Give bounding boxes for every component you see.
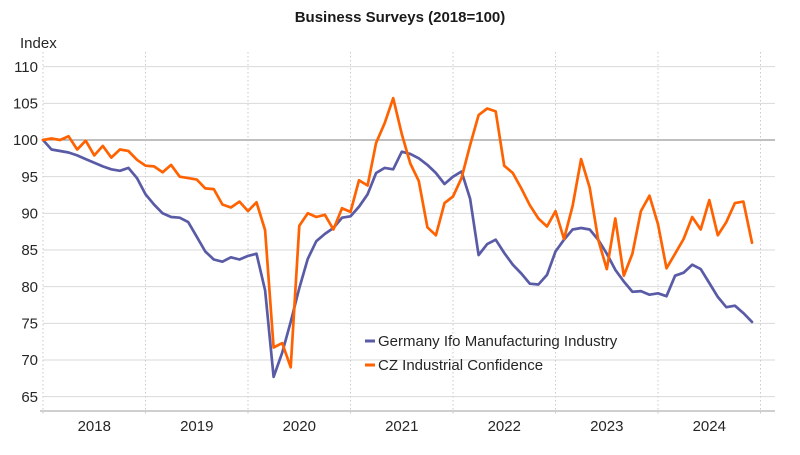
y-tick-label: 95 bbox=[21, 169, 38, 186]
x-tick-label: 2021 bbox=[385, 418, 418, 435]
series-lines bbox=[41, 96, 754, 379]
y-tick-label: 110 bbox=[14, 59, 38, 76]
series-line-germany-ifo bbox=[41, 138, 754, 379]
y-tick-label: 105 bbox=[13, 96, 38, 113]
y-tick-label: 70 bbox=[21, 352, 38, 369]
legend-item-cz: CZ Industrial Confidence bbox=[365, 357, 543, 374]
x-tick-label: 2019 bbox=[180, 418, 213, 435]
y-tick-labels: 110 105 100 95 90 85 80 75 70 65 bbox=[13, 59, 38, 406]
y-tick-label: 90 bbox=[21, 206, 38, 223]
chart-title: Business Surveys (2018=100) bbox=[295, 9, 506, 26]
legend-item-germany: Germany Ifo Manufacturing Industry bbox=[365, 333, 618, 350]
legend-label-cz: CZ Industrial Confidence bbox=[378, 357, 543, 374]
y-tick-label: 65 bbox=[21, 389, 38, 406]
x-tick-label: 2018 bbox=[78, 418, 111, 435]
series-line-cz-confidence bbox=[41, 96, 754, 369]
x-tick-label: 2020 bbox=[283, 418, 316, 435]
horizontal-gridlines bbox=[43, 66, 775, 398]
y-tick-label: 75 bbox=[21, 316, 38, 333]
y-axis-unit-label: Index bbox=[20, 35, 57, 52]
x-tick-label: 2024 bbox=[693, 418, 726, 435]
y-tick-label: 85 bbox=[21, 242, 38, 259]
y-tick-label: 80 bbox=[21, 279, 38, 296]
vertical-gridlines bbox=[42, 52, 761, 415]
x-tick-label: 2023 bbox=[590, 418, 623, 435]
legend-label-germany: Germany Ifo Manufacturing Industry bbox=[378, 333, 618, 350]
x-tick-labels: 2018 2019 2020 2021 2022 2023 2024 bbox=[78, 418, 726, 435]
y-tick-label: 100 bbox=[13, 132, 38, 149]
legend: Germany Ifo Manufacturing Industry CZ In… bbox=[365, 333, 618, 374]
x-tick-label: 2022 bbox=[488, 418, 521, 435]
